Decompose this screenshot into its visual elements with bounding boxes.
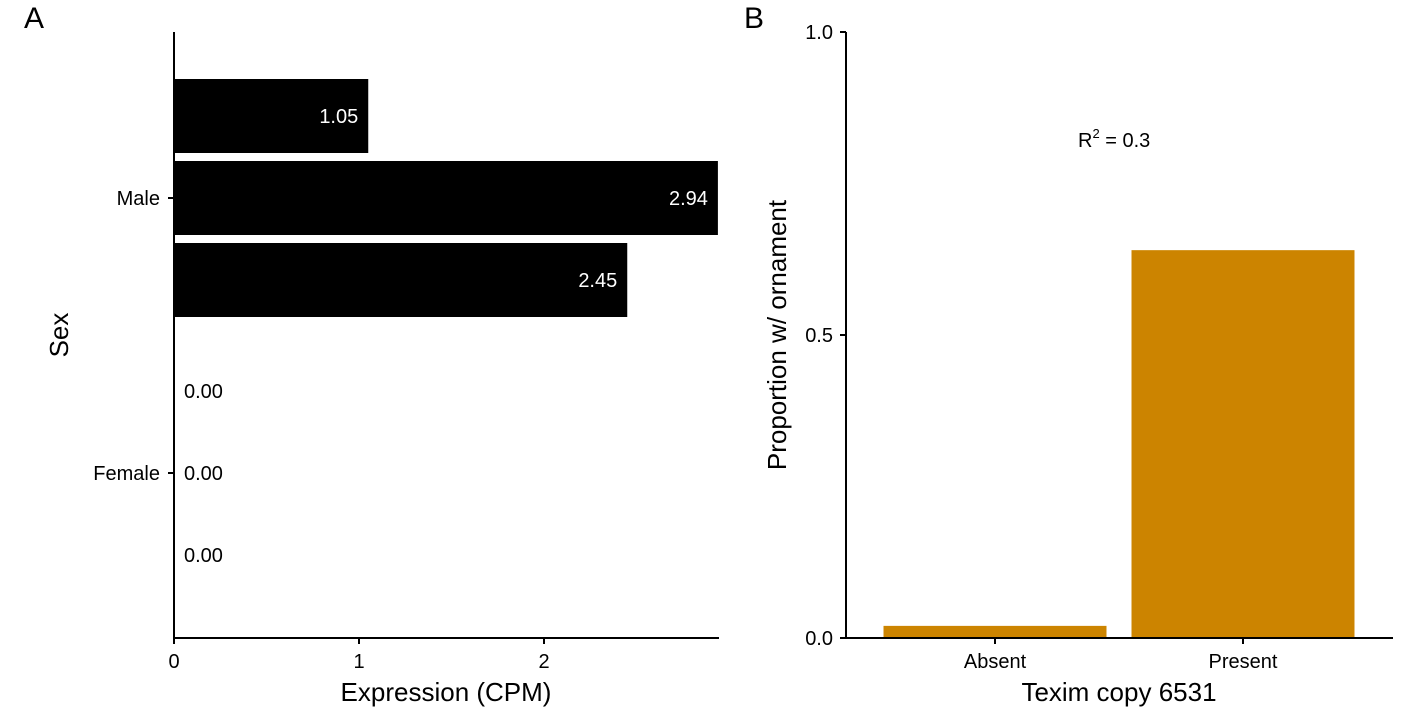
panel-a-bar-male-1 <box>174 79 369 153</box>
panel-a-y-axis-title: Sex <box>44 313 74 358</box>
panel-a-bar-male-3 <box>174 243 628 317</box>
panel-a-x-axis-title: Expression (CPM) <box>341 677 552 707</box>
panel-a-bar-label-female-1: 0.00 <box>184 381 223 403</box>
panel-a-bar-male-2 <box>174 161 718 235</box>
r2-superscript: 2 <box>1092 126 1099 141</box>
panel-a-bar-label-female-2: 0.00 <box>184 463 223 485</box>
panel-b-r2-annotation: R2 = 0.3 <box>1078 126 1150 152</box>
r2-base: R <box>1078 130 1092 152</box>
panel-a-label: A <box>24 2 44 35</box>
panel-b-ytick-label-05: 0.5 <box>805 325 833 347</box>
panel-b-xtick-label-present: Present <box>1209 651 1278 673</box>
panel-a-bar-label-male-3: 2.45 <box>578 270 617 292</box>
r2-rest: = 0.3 <box>1100 130 1151 152</box>
panel-a-bar-label-female-3: 0.00 <box>184 545 223 567</box>
panel-b-bar-absent <box>883 625 1107 638</box>
panel-b-x-axis-title: Texim copy 6531 <box>1021 677 1216 707</box>
panel-a-bar-label-male-2: 2.94 <box>669 188 708 210</box>
panel-b-ytick-label-1: 1.0 <box>805 22 833 44</box>
panel-a: A 1.05 2.94 2.45 0.00 0.00 0.00 Male Female 0… <box>24 2 719 707</box>
panel-a-ytick-label-male: Male <box>117 188 160 210</box>
panel-a-xtick-label-2: 2 <box>538 651 549 673</box>
panel-a-xtick-label-1: 1 <box>353 651 364 673</box>
panel-a-bars <box>174 79 718 317</box>
panel-b-label: B <box>744 2 764 35</box>
panel-a-bar-label-male-1: 1.05 <box>319 106 358 128</box>
panel-a-ytick-label-female: Female <box>93 463 160 485</box>
panel-b-bars <box>883 250 1355 638</box>
panel-a-bar-labels: 1.05 2.94 2.45 0.00 0.00 0.00 <box>184 106 708 567</box>
panel-a-xtick-label-0: 0 <box>168 651 179 673</box>
panel-b-bar-present <box>1131 250 1355 638</box>
panel-b-xtick-label-absent: Absent <box>964 651 1027 673</box>
panel-b-ytick-label-0: 0.0 <box>805 628 833 650</box>
panel-b-y-axis-title: Proportion w/ ornament <box>762 199 792 470</box>
panel-b: B 0.0 0.5 1.0 Absent Present Texim copy … <box>744 2 1393 707</box>
